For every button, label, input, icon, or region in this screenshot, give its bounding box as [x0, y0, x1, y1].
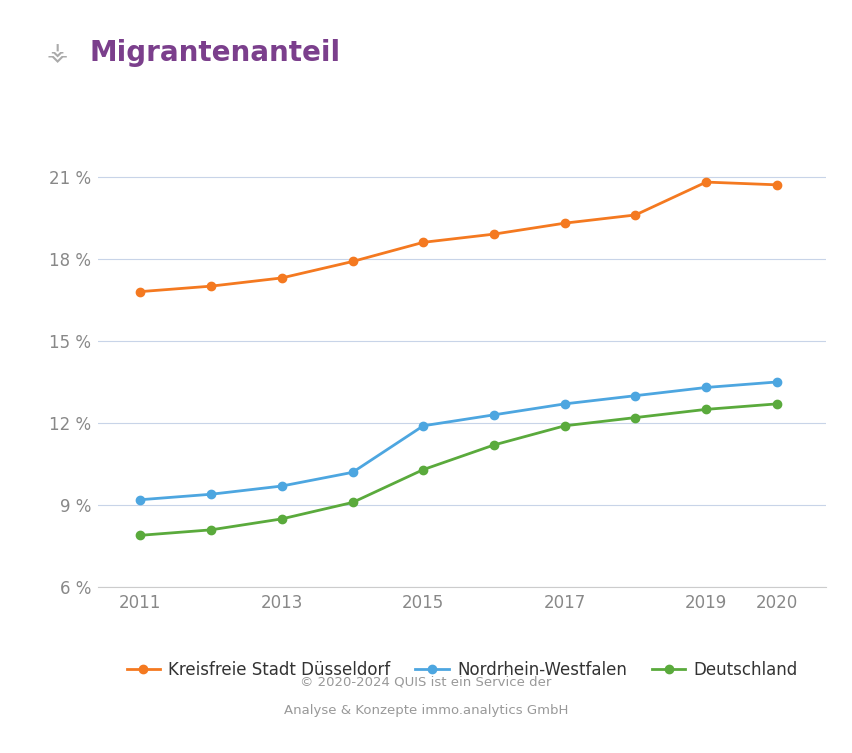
Kreisfreie Stadt Düsseldorf: [560, 218, 570, 227]
Nordrhein-Westfalen: [560, 399, 570, 408]
Kreisfreie Stadt Düsseldorf: [277, 273, 287, 282]
Text: Analyse & Konzepte immo.analytics GmbH: Analyse & Konzepte immo.analytics GmbH: [284, 704, 568, 717]
Kreisfreie Stadt Düsseldorf: [772, 180, 782, 189]
Deutschland: [701, 405, 711, 414]
Deutschland: [560, 421, 570, 430]
Nordrhein-Westfalen: [701, 383, 711, 392]
Kreisfreie Stadt Düsseldorf: [348, 257, 358, 266]
Text: ⚶: ⚶: [47, 41, 68, 66]
Nordrhein-Westfalen: [772, 377, 782, 386]
Nordrhein-Westfalen: [135, 495, 146, 505]
Nordrhein-Westfalen: [489, 410, 499, 419]
Kreisfreie Stadt Düsseldorf: [630, 210, 641, 219]
Deutschland: [489, 441, 499, 450]
Kreisfreie Stadt Düsseldorf: [135, 287, 146, 296]
Nordrhein-Westfalen: [630, 391, 641, 400]
Text: © 2020-2024 QUIS ist ein Service der: © 2020-2024 QUIS ist ein Service der: [300, 676, 552, 689]
Kreisfreie Stadt Düsseldorf: [701, 178, 711, 187]
Deutschland: [277, 514, 287, 523]
Kreisfreie Stadt Düsseldorf: [489, 230, 499, 239]
Nordrhein-Westfalen: [418, 421, 429, 430]
Text: Migrantenanteil: Migrantenanteil: [89, 39, 341, 67]
Deutschland: [418, 465, 429, 474]
Nordrhein-Westfalen: [206, 489, 216, 498]
Kreisfreie Stadt Düsseldorf: [206, 282, 216, 291]
Deutschland: [206, 526, 216, 535]
Deutschland: [348, 498, 358, 507]
Kreisfreie Stadt Düsseldorf: [418, 238, 429, 247]
Deutschland: [135, 531, 146, 540]
Line: Nordrhein-Westfalen: Nordrhein-Westfalen: [136, 378, 781, 504]
Nordrhein-Westfalen: [277, 481, 287, 490]
Deutschland: [772, 399, 782, 408]
Deutschland: [630, 413, 641, 422]
Legend: Kreisfreie Stadt Düsseldorf, Nordrhein-Westfalen, Deutschland: Kreisfreie Stadt Düsseldorf, Nordrhein-W…: [120, 654, 804, 686]
Line: Kreisfreie Stadt Düsseldorf: Kreisfreie Stadt Düsseldorf: [136, 178, 781, 296]
Nordrhein-Westfalen: [348, 468, 358, 477]
Line: Deutschland: Deutschland: [136, 400, 781, 539]
